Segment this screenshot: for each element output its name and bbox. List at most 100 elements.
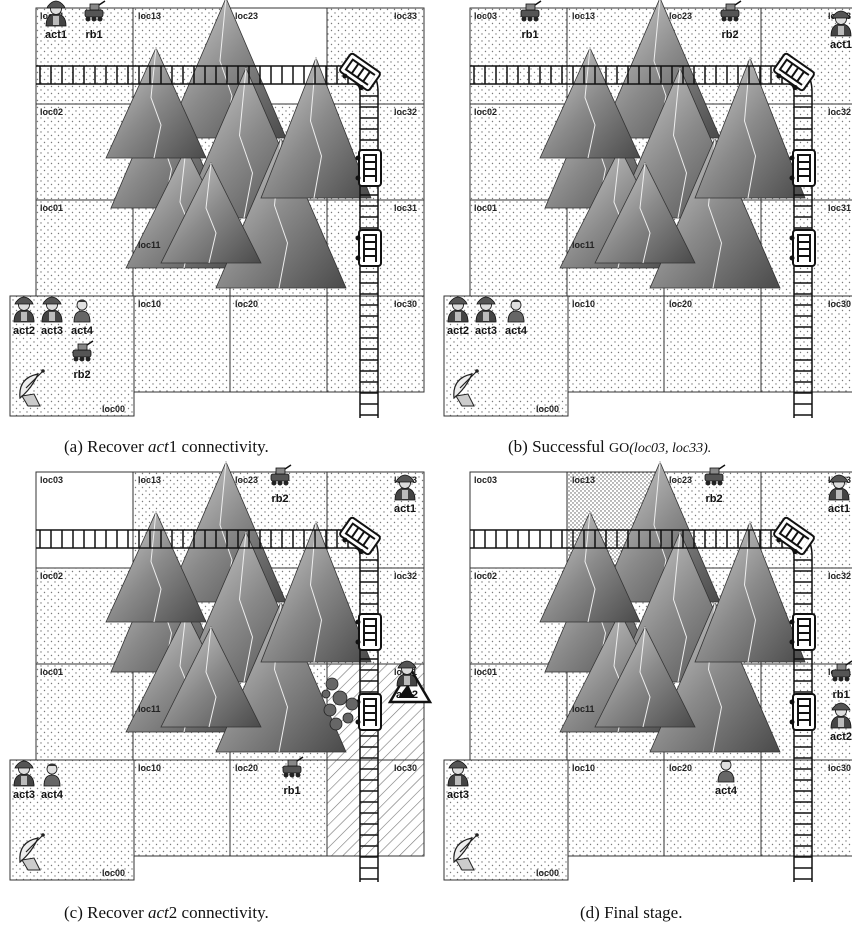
- agent-label: act3: [41, 325, 63, 337]
- grid-cell-loc20: [229, 759, 328, 857]
- agent-label: act4: [505, 325, 528, 337]
- agent-label: act2: [830, 731, 852, 743]
- loc-label-loc23: loc23: [669, 11, 692, 21]
- caption-a: (a) Recover act1 connectivity.: [64, 437, 269, 457]
- agent-act1: act1: [45, 0, 67, 41]
- agent-act2: act2: [447, 296, 469, 337]
- loc-label-loc01: loc01: [40, 203, 63, 213]
- caption-prefix: (a) Recover: [64, 437, 149, 456]
- loc-label-loc20: loc20: [669, 299, 692, 309]
- loc-label-loc31: loc31: [394, 203, 417, 213]
- agent-label: act4: [41, 789, 64, 801]
- robot-icon: [720, 0, 742, 22]
- satellite-dish-icon: [19, 369, 45, 407]
- agent-label: act3: [13, 789, 35, 801]
- train-car-icon: [339, 516, 381, 556]
- loc-label-loc20: loc20: [235, 763, 258, 773]
- loc-label-loc02: loc02: [40, 107, 63, 117]
- loc-label-loc32: loc32: [828, 571, 851, 581]
- caption-go: GO: [609, 441, 630, 456]
- train-car-icon: [773, 52, 815, 92]
- agent-label: rb2: [721, 29, 738, 41]
- grid-cell-loc20: [229, 295, 328, 393]
- grid-cell-loc30: [760, 295, 852, 393]
- grid-cell-loc10: [566, 759, 665, 857]
- loc-label-loc13: loc13: [138, 475, 161, 485]
- loc-label-loc13: loc13: [138, 11, 161, 21]
- agent-rb1: rb1: [282, 756, 304, 797]
- agent-label: act1: [828, 503, 850, 515]
- train-car-icon: [355, 693, 382, 731]
- loc-label-loc13: loc13: [572, 11, 595, 21]
- firefighter-icon: [475, 296, 497, 323]
- robot-icon: [831, 660, 852, 682]
- loc-label-loc10: loc10: [138, 763, 161, 773]
- agent-act4: act4: [715, 759, 738, 797]
- firefighter-icon: [13, 296, 35, 323]
- grid-cell-loc01: [35, 199, 134, 297]
- grid-cell-loc30: [326, 759, 425, 857]
- firefighter-icon: [830, 702, 852, 729]
- loc-label-loc00: loc00: [102, 404, 125, 414]
- grid-cell-loc33: [760, 7, 852, 105]
- agent-act2: act2: [830, 702, 852, 743]
- satellite-dish-icon: [19, 833, 45, 871]
- loc-label-loc13: loc13: [572, 475, 595, 485]
- grid-cell-loc01: [469, 199, 568, 297]
- loc-label-loc11: loc11: [138, 704, 161, 714]
- firefighter-icon: [447, 760, 469, 787]
- agent-label: act4: [71, 325, 94, 337]
- panel-c: loc03loc13loc23loc33loc02loc32loc01loc31…: [9, 460, 433, 882]
- loc-label-loc30: loc30: [394, 763, 417, 773]
- robot-icon: [520, 0, 542, 22]
- grid-cell-loc33: [326, 7, 425, 105]
- loc-label-loc11: loc11: [572, 704, 595, 714]
- firefighter-icon: [45, 0, 67, 27]
- agent-act3: act3: [13, 760, 35, 801]
- loc-label-loc23: loc23: [235, 475, 258, 485]
- agent-label: act1: [45, 29, 67, 41]
- firefighter-icon: [13, 760, 35, 787]
- loc-label-loc31: loc31: [828, 203, 851, 213]
- loc-label-loc32: loc32: [394, 107, 417, 117]
- grid-cell-loc01: [35, 663, 134, 761]
- train-car-icon: [355, 149, 382, 187]
- loc-label-loc10: loc10: [572, 299, 595, 309]
- grid-cell-loc03: [469, 7, 568, 105]
- caption-prefix: (b) Successful: [508, 437, 610, 456]
- train-car-icon: [789, 613, 816, 651]
- agent-act1: act1: [830, 10, 852, 51]
- firefighter-icon: [396, 660, 418, 687]
- caption-var: act: [148, 903, 169, 922]
- mountain-range-icon: [539, 460, 806, 753]
- satellite-dish-icon: [453, 833, 479, 871]
- grid-cell-loc30: [326, 295, 425, 393]
- robot-icon: [84, 0, 106, 22]
- loc-label-loc01: loc01: [474, 667, 497, 677]
- robot-icon: [282, 756, 304, 778]
- loc-label-loc20: loc20: [235, 299, 258, 309]
- loc-label-loc00: loc00: [102, 868, 125, 878]
- loc-label-loc01: loc01: [40, 667, 63, 677]
- agent-act4: act4: [71, 299, 94, 337]
- loc-label-loc11: loc11: [138, 240, 161, 250]
- train-car-icon: [339, 52, 381, 92]
- agent-label: rb2: [705, 493, 722, 505]
- agent-label: rb2: [73, 369, 90, 381]
- loc-label-loc03: loc03: [40, 475, 63, 485]
- loc-label-loc03: loc03: [474, 475, 497, 485]
- agent-label: act2: [13, 325, 35, 337]
- grid-cell-loc10: [566, 295, 665, 393]
- agent-act2: act2: [396, 660, 418, 701]
- satellite-dish-icon: [453, 369, 479, 407]
- agent-rb2: rb2: [270, 464, 292, 505]
- person-icon: [73, 299, 91, 323]
- caption-prefix: (c) Recover: [64, 903, 149, 922]
- caption-var: act: [148, 437, 169, 456]
- loc-label-loc23: loc23: [235, 11, 258, 21]
- agent-label: act1: [830, 39, 852, 51]
- loc-label-loc23: loc23: [669, 475, 692, 485]
- train-car-icon: [355, 613, 382, 651]
- robot-icon: [72, 340, 94, 362]
- firefighter-icon: [447, 296, 469, 323]
